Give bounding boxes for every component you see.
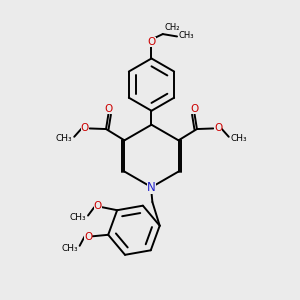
Text: O: O bbox=[190, 104, 199, 114]
Text: CH₃: CH₃ bbox=[179, 31, 194, 40]
Text: O: O bbox=[80, 124, 89, 134]
Text: O: O bbox=[94, 201, 102, 211]
Text: O: O bbox=[104, 104, 112, 114]
Text: O: O bbox=[214, 124, 223, 134]
Text: N: N bbox=[147, 181, 156, 194]
Text: CH₃: CH₃ bbox=[56, 134, 72, 143]
Text: CH₃: CH₃ bbox=[70, 213, 86, 222]
Text: CH₃: CH₃ bbox=[230, 134, 247, 143]
Text: O: O bbox=[147, 37, 156, 47]
Text: O: O bbox=[84, 232, 92, 242]
Text: CH₃: CH₃ bbox=[61, 244, 78, 253]
Text: CH₂: CH₂ bbox=[165, 23, 180, 32]
